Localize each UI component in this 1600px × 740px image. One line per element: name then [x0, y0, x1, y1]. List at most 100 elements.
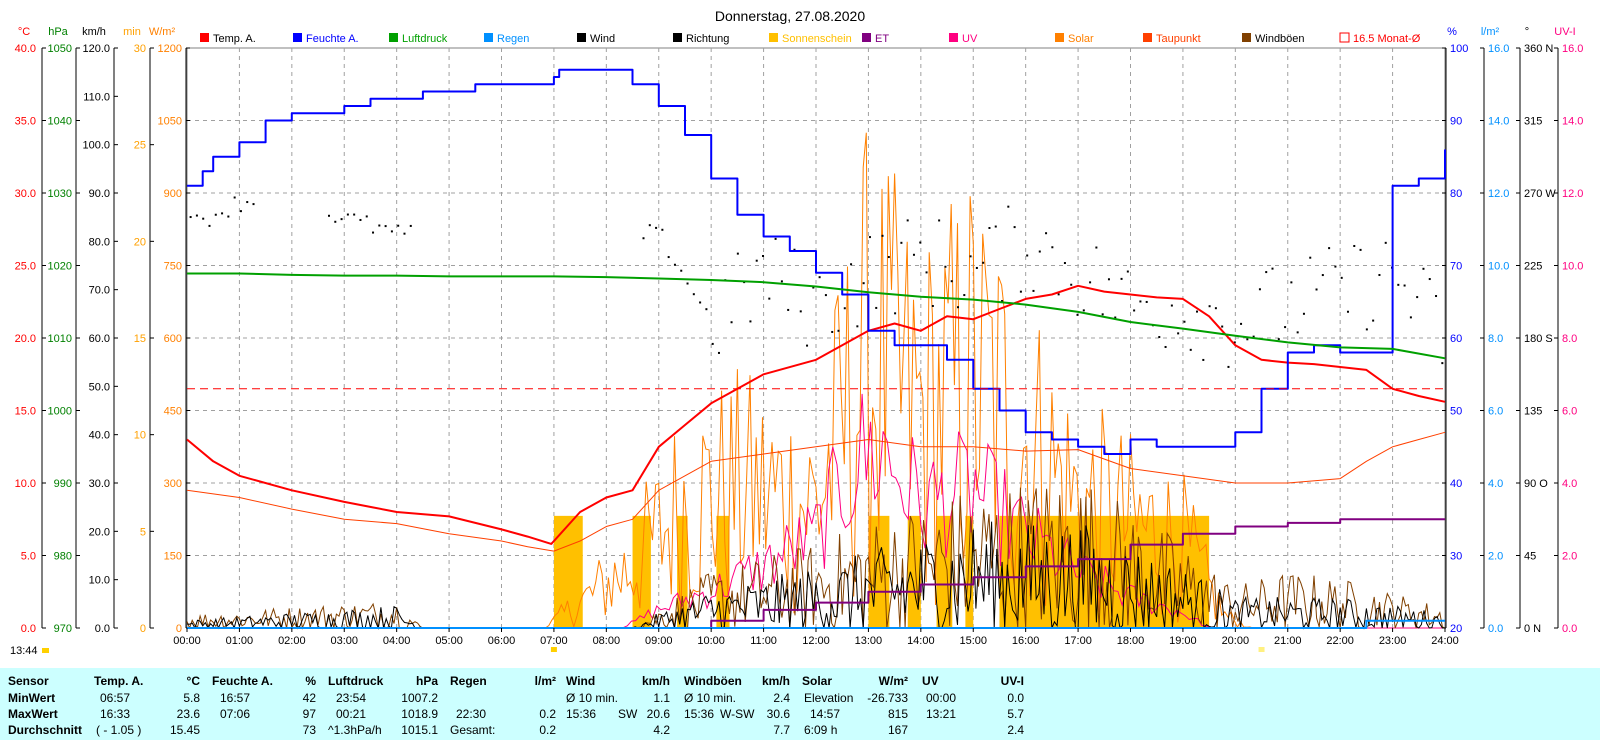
direction-dot: [1409, 316, 1412, 319]
direction-dot: [1252, 335, 1255, 338]
direction-dot: [1189, 348, 1192, 351]
direction-dot: [1428, 278, 1431, 281]
direction-dot: [1384, 241, 1387, 244]
uv-axis-tick-label: 10.0: [1562, 261, 1583, 273]
direction-dot: [397, 224, 400, 227]
direction-dot: [1126, 270, 1129, 273]
pressure-axis-tick-label: 1040: [48, 116, 72, 128]
sunmin-axis-tick-label: 25: [134, 140, 146, 152]
direction-dot: [931, 304, 934, 307]
direction-dot: [1089, 281, 1092, 284]
direction-dot: [875, 306, 878, 309]
direction-dot: [1164, 345, 1167, 348]
temp-axis-tick-label: 25.0: [15, 261, 36, 273]
direction-dot: [730, 321, 733, 324]
direction-dot: [1158, 336, 1161, 339]
direction-dot: [372, 231, 375, 234]
legend-label: Sonnenschein: [782, 33, 852, 45]
direction-dot: [717, 351, 720, 354]
hum-header: Feuchte A.: [212, 674, 273, 688]
humidity-axis-tick-label: 50: [1450, 406, 1462, 418]
direction-dot: [1296, 331, 1299, 334]
direction-dot: [1334, 265, 1337, 268]
direction-dot: [221, 212, 224, 215]
humidity-axis-tick-label: 100: [1450, 43, 1468, 55]
regen-series: [187, 619, 1445, 629]
luftdruck-series: [187, 272, 1446, 360]
temp-max-time: 16:33: [100, 707, 131, 721]
direction-dot: [1202, 358, 1205, 361]
direction-dot: [1107, 278, 1110, 281]
direction-dot: [762, 254, 765, 257]
wind-axis-tick-label: 0.0: [95, 623, 110, 635]
direction-dot: [1372, 319, 1375, 322]
legend: Temp. A. Feuchte A. Luftdruck Regen Wind Rich…: [200, 32, 1421, 45]
legend-swatch: [1339, 32, 1350, 43]
taupunkt-series: [186, 431, 1446, 552]
humidity-axis-tick-label: 80: [1450, 188, 1462, 200]
direction-dot: [1214, 307, 1217, 310]
direction-dot: [824, 294, 827, 297]
direction-dot: [806, 344, 809, 347]
direction-dot: [1422, 267, 1425, 270]
sunrise-marker: [550, 647, 557, 652]
direction-dot: [1139, 300, 1142, 303]
row-label: MinWert: [8, 691, 56, 705]
solar-min-value: -26.733: [867, 691, 908, 705]
temp-avg-value: 15.45: [169, 723, 200, 737]
press-max-value: 1018.9: [401, 707, 438, 721]
direction-axis-tick-label: 90 O: [1524, 478, 1548, 490]
direction-dot: [1271, 267, 1274, 270]
gust-max-dir: W-SW: [720, 707, 755, 721]
direction-dot: [655, 226, 658, 229]
wind-avg-value: 4.2: [653, 723, 670, 737]
wind-axis-tick-label: 60.0: [89, 333, 110, 345]
legend-swatch: [293, 33, 302, 42]
solar-avg-value: 167: [887, 723, 908, 737]
direction-dot: [906, 219, 909, 222]
hum-avg-value: 73: [302, 723, 316, 737]
solar-max-time: 14:57: [810, 707, 841, 721]
chart-title: Donnerstag, 27.08.2020: [715, 8, 865, 24]
direction-axis-tick-label: 270 W: [1524, 188, 1556, 200]
humidity-unit-label: %: [1447, 26, 1457, 38]
rain-axis-tick-label: 6.0: [1488, 406, 1503, 418]
temp-min-time: 06:57: [100, 691, 131, 705]
direction-dot: [1397, 283, 1400, 286]
rain-axis-tick-label: 10.0: [1488, 261, 1509, 273]
direction-dot: [642, 237, 645, 240]
wind-axis-tick-label: 50.0: [89, 381, 110, 393]
legend-swatch: [1242, 33, 1251, 42]
pressure-axis-tick-label: 980: [54, 551, 72, 563]
x-tick-label: 06:00: [488, 635, 516, 647]
temp-axis-tick-label: 20.0: [15, 333, 36, 345]
gust-header: Windböen: [684, 674, 742, 688]
sunmin-axis-tick-label: 30: [134, 43, 146, 55]
direction-dot: [818, 276, 821, 279]
legend-swatch: [769, 33, 778, 42]
direction-dot: [328, 214, 331, 217]
direction-dot: [1007, 205, 1010, 208]
wind-axis-tick-label: 110.0: [83, 91, 110, 103]
legend-label: Regen: [497, 33, 529, 45]
direction-dot: [353, 213, 356, 216]
uv-min-value: 0.0: [1007, 691, 1024, 705]
rain-axis-tick-label: 0.0: [1488, 623, 1503, 635]
rain-axis-tick-label: 2.0: [1488, 551, 1503, 563]
direction-dot: [686, 282, 689, 285]
temp-axis-tick-label: 15.0: [15, 406, 36, 418]
press-trend: ^1.3hPa/h: [328, 723, 382, 737]
series-lines: [186, 68, 1446, 629]
direction-dot: [1246, 338, 1249, 341]
rain-total-value: 0.2: [539, 723, 556, 737]
direction-dot: [1284, 326, 1287, 329]
hum-max-time: 07:06: [220, 707, 251, 721]
temp-avg-note: ( - 1.05 ): [96, 723, 142, 737]
legend-label: Windböen: [1255, 33, 1305, 45]
direction-dot: [843, 307, 846, 310]
press-header: Luftdruck: [328, 674, 384, 688]
x-tick-label: 11:00: [750, 635, 777, 647]
x-tick-label: 10:00: [697, 635, 725, 647]
legend-swatch: [200, 33, 209, 42]
wind-min-value: 1.1: [653, 691, 670, 705]
